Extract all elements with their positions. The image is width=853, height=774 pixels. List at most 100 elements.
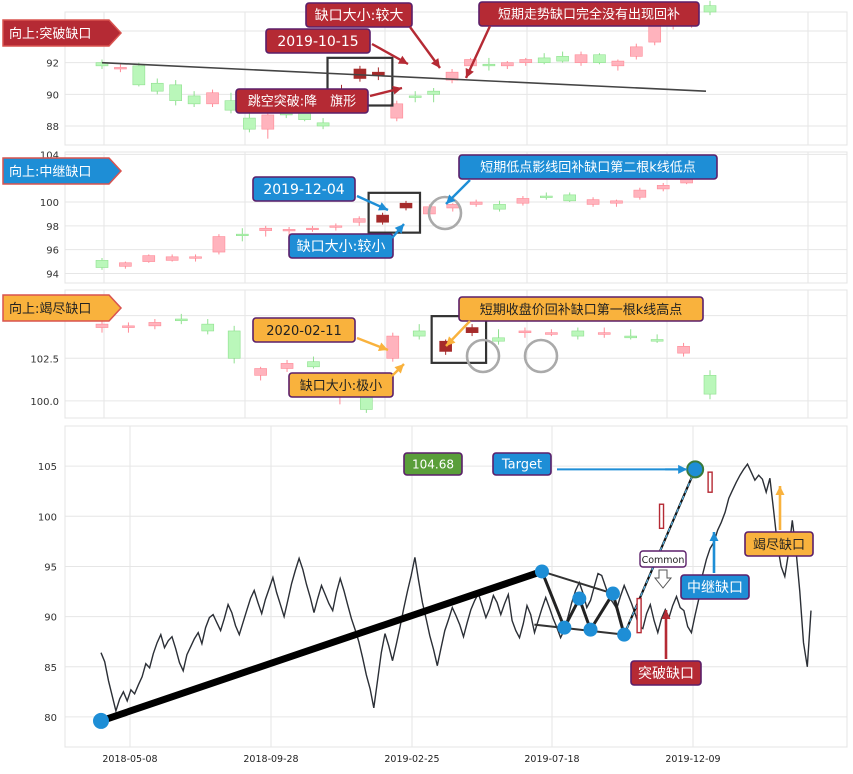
label-exhaustion-note-text: 短期收盘价回补缺口第一根k线高点 xyxy=(480,302,683,318)
candle xyxy=(563,194,576,202)
label-date-breakaway-text: 2019-10-15 xyxy=(277,34,358,50)
arrow-runaway-gap-head xyxy=(709,532,719,541)
x-tick-label: 2018-05-08 xyxy=(102,754,157,765)
candle xyxy=(212,236,226,253)
candle xyxy=(316,122,330,127)
label-common-text: Common xyxy=(642,555,685,566)
arrow-date-runaway-head xyxy=(377,202,388,211)
candle xyxy=(501,62,514,67)
common-arrow xyxy=(653,569,673,589)
exhaustion-gap-marker xyxy=(707,471,713,493)
arrow-flag-head xyxy=(392,85,402,95)
candle xyxy=(412,330,426,337)
candle xyxy=(518,330,532,333)
breakout-line-dash xyxy=(623,469,696,635)
arrow-exhaustion-note-head xyxy=(446,336,456,346)
label-common: Common xyxy=(639,550,687,589)
label-date-exhaustion-text: 2020-02-11 xyxy=(266,324,342,339)
label-date-exhaustion: 2020-02-11 xyxy=(252,317,356,343)
candle xyxy=(175,318,188,322)
label-date-runaway-text: 2019-12-04 xyxy=(263,182,344,198)
candle xyxy=(259,227,272,231)
flag-zigzag xyxy=(540,570,626,636)
arrow-gap-size-small xyxy=(391,223,405,239)
arrow-date-exhaustion xyxy=(356,336,389,352)
x-tick-label: 2019-12-09 xyxy=(665,754,720,765)
label-target-value-box xyxy=(403,452,463,476)
candle xyxy=(633,189,647,198)
y-tick-label: 90 xyxy=(46,90,59,101)
label-gap-size-small-text: 缺口大小:较小 xyxy=(297,239,386,255)
label-flag-breakout-box xyxy=(235,88,369,114)
pattern-point-marker xyxy=(605,586,620,601)
candle xyxy=(610,200,623,204)
label-target-text: Target xyxy=(501,458,542,473)
breakaway-gap-marker xyxy=(636,597,642,634)
arrow-exhaustion-note xyxy=(445,320,471,347)
candle xyxy=(445,71,459,81)
label-target-value-text: 104.68 xyxy=(412,457,454,471)
label-runaway-gap-text: 中继缺口 xyxy=(687,580,743,596)
y-tick-label: 88 xyxy=(46,122,59,133)
candle xyxy=(677,346,690,354)
y-tick-label: 94 xyxy=(46,269,59,280)
candle xyxy=(571,330,585,337)
label-date-breakaway-box xyxy=(265,28,371,54)
candle xyxy=(593,54,606,63)
candle xyxy=(280,363,294,369)
arrow-gap-size-small-head xyxy=(394,224,404,234)
candle xyxy=(656,185,670,190)
gap-candle xyxy=(353,68,367,79)
candle xyxy=(408,95,422,98)
flag-upper-bound xyxy=(541,570,614,595)
tag-runaway: 向上:中继缺口 xyxy=(2,157,123,185)
y-tick-label: 92 xyxy=(46,59,59,70)
arrow-date xyxy=(371,42,409,66)
arrow-date-exhaustion-head xyxy=(377,342,388,351)
candle xyxy=(597,332,611,335)
candle xyxy=(540,195,553,198)
arrow-exhaustion-gap xyxy=(775,486,785,530)
panel-frame xyxy=(64,289,848,419)
candle xyxy=(165,256,179,261)
y-tick-label: 100.0 xyxy=(30,397,59,408)
tag-runaway-text: 向上:中继缺口 xyxy=(9,164,91,180)
candle xyxy=(169,84,182,101)
label-common-box xyxy=(639,550,687,568)
arrow-breakaway-gap-head xyxy=(661,610,671,619)
gap-highlight-box xyxy=(367,191,422,234)
candle xyxy=(703,375,717,395)
tag-breakaway: 向上:突破缺口 xyxy=(2,19,123,47)
candle xyxy=(537,57,551,63)
flag-lower-bound xyxy=(534,623,625,636)
label-gap-size-small: 缺口大小:较小 xyxy=(288,233,394,259)
label-date-exhaustion-box xyxy=(252,317,356,343)
candle xyxy=(150,82,164,92)
label-date-runaway: 2019-12-04 xyxy=(252,176,356,202)
candle xyxy=(611,60,625,67)
fill-point-circle xyxy=(427,195,463,231)
label-exhaustion-gap-text: 竭尽缺口 xyxy=(753,538,805,553)
pattern-point-marker xyxy=(583,622,598,637)
candle xyxy=(329,225,343,228)
label-gap-size-small-box xyxy=(288,233,394,259)
label-gap-not-filled: 短期走势缺口完全没有出现回补 xyxy=(478,1,700,27)
candle xyxy=(545,332,558,335)
y-tick-label: 80 xyxy=(44,713,57,724)
candle xyxy=(119,262,132,267)
candle xyxy=(624,335,637,339)
y-tick-label: 96 xyxy=(46,246,59,257)
label-gap-not-filled-text: 短期走势缺口完全没有出现回补 xyxy=(498,7,680,23)
tag-breakaway-shape xyxy=(2,19,123,47)
candle xyxy=(650,339,664,342)
label-breakaway-gap-text: 突破缺口 xyxy=(638,666,694,682)
label-breakaway-gap: 突破缺口 xyxy=(630,660,702,686)
candle xyxy=(114,67,127,70)
candle xyxy=(148,322,162,327)
candle xyxy=(254,368,267,376)
label-exhaustion-note: 短期收盘价回补缺口第一根k线高点 xyxy=(458,296,704,322)
label-exhaustion-note-box xyxy=(458,296,704,322)
candle xyxy=(236,233,249,236)
label-flag-breakout-text: 跳空突破:降 旗形 xyxy=(248,94,356,110)
